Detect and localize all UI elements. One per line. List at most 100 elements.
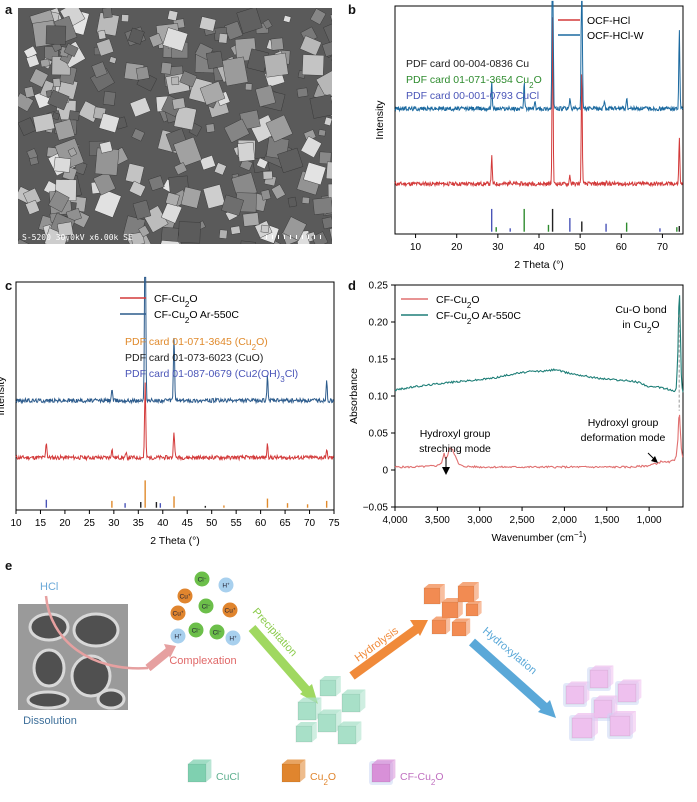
sem-crystal xyxy=(161,226,180,242)
sem-crystal xyxy=(255,84,276,108)
sem-crystal xyxy=(48,190,70,213)
sem-crystal xyxy=(148,175,165,191)
sem-crystal xyxy=(68,110,80,121)
sem-crystal xyxy=(213,162,227,176)
sem-crystal xyxy=(102,8,113,19)
cf-cu2o-cube xyxy=(569,713,598,741)
b-legend-label: OCF-HCl-W xyxy=(587,30,644,42)
sem-crystal xyxy=(40,58,51,68)
sem-crystal xyxy=(325,161,332,180)
sem-crystal xyxy=(180,186,202,209)
foam-pore xyxy=(28,612,70,642)
sem-crystal xyxy=(205,123,216,133)
sem-crystal xyxy=(129,97,151,118)
sem-crystal xyxy=(131,128,146,142)
d-xtick-label: 1,000 xyxy=(637,515,662,526)
cu2o-cube xyxy=(423,584,445,605)
sem-crystal xyxy=(309,94,332,119)
sem-crystal xyxy=(303,161,327,186)
hcl-label: HCl xyxy=(40,581,58,593)
b-frame xyxy=(394,5,684,235)
sem-crystal xyxy=(315,69,332,99)
cu2o-cube xyxy=(441,598,463,619)
dissolution-label: Dissolution xyxy=(23,715,77,727)
d-ylabel: Absorbance xyxy=(348,368,360,424)
c-xtick-label: 70 xyxy=(304,518,316,529)
ion-label: H+ xyxy=(174,632,182,641)
d-legend-label: CF-Cu2O xyxy=(436,294,480,310)
sem-crystal xyxy=(52,78,61,88)
c-xtick-label: 20 xyxy=(59,518,71,529)
sem-crystal xyxy=(323,116,332,127)
sem-scale-bar xyxy=(266,235,326,239)
c-xtick-label: 60 xyxy=(255,518,267,529)
ion-label: Cl− xyxy=(198,575,207,584)
cf-cu2o-cube xyxy=(563,681,590,707)
sem-crystal xyxy=(262,19,273,30)
c-series-line xyxy=(15,382,335,462)
legend-label-0: CuCl xyxy=(216,771,239,783)
sem-crystal xyxy=(309,8,327,26)
c-xtick-label: 40 xyxy=(157,518,169,529)
hydrolysis-arrowhead xyxy=(410,620,428,636)
ion-h xyxy=(169,627,187,645)
sem-crystal xyxy=(171,97,186,110)
b-xtick-label: 60 xyxy=(616,242,628,253)
sem-crystal xyxy=(53,118,76,141)
sem-crystal xyxy=(221,194,244,216)
ion-label: Cu+ xyxy=(225,606,236,615)
foam-pore xyxy=(26,690,70,710)
c-pdf-card-label: PDF card 01-071-3645 (Cu2O) xyxy=(125,336,268,352)
sem-crystal xyxy=(318,151,332,165)
sem-caption: S-5200 30.0kV x6.00k SE xyxy=(22,233,133,242)
d-ytick-label: 0 xyxy=(382,466,388,477)
d-legend-label: CF-Cu2O Ar-550C xyxy=(436,310,521,326)
sem-crystal xyxy=(162,27,189,52)
sem-crystal xyxy=(26,54,40,68)
sem-image: S-5200 30.0kV x6.00k SE xyxy=(18,8,332,244)
sem-crystal xyxy=(296,87,309,98)
cu2o-cube xyxy=(457,582,479,603)
d-ytick-label: −0.05 xyxy=(363,503,389,514)
sem-crystal xyxy=(132,199,152,220)
d-xtick-label: 4,000 xyxy=(382,515,407,526)
complexation-arrow xyxy=(145,646,173,672)
sem-crystal xyxy=(29,156,39,166)
d-arrow-deform xyxy=(647,452,656,461)
complexation-arrowhead xyxy=(164,644,176,658)
precipitation-label: Precipitation xyxy=(250,606,299,659)
sem-crystal xyxy=(260,189,272,201)
sem-crystal xyxy=(25,199,40,215)
sem-crystal xyxy=(299,35,322,56)
sem-crystal xyxy=(93,171,116,196)
c-xtick-label: 45 xyxy=(182,518,194,529)
sem-texture xyxy=(18,8,332,244)
sem-crystal xyxy=(199,155,216,171)
b-xtick-label: 10 xyxy=(410,242,422,253)
c-xtick-label: 25 xyxy=(84,518,96,529)
hydrolysis-arrow xyxy=(349,624,421,680)
sem-crystal xyxy=(96,38,114,57)
b-xtick-label: 70 xyxy=(657,242,669,253)
sem-crystal xyxy=(242,212,260,227)
sem-crystal xyxy=(127,27,145,45)
cucl-cube xyxy=(337,721,362,745)
sem-crystal xyxy=(318,129,326,137)
foam-pore xyxy=(32,648,66,688)
cucl-cube xyxy=(295,722,317,743)
b-series-line xyxy=(394,17,684,188)
sem-crystal xyxy=(67,147,78,158)
sem-crystal xyxy=(135,66,150,81)
sem-crystal xyxy=(178,221,201,244)
sem-crystal xyxy=(171,76,180,86)
c-xtick-label: 55 xyxy=(231,518,243,529)
c-series-line xyxy=(15,276,335,405)
sem-crystal xyxy=(130,231,145,244)
sem-crystal xyxy=(223,118,250,143)
d-ytick-label: 0.15 xyxy=(369,355,389,366)
sem-crystal xyxy=(245,83,253,91)
sem-crystal xyxy=(277,147,304,174)
legend-cube-1 xyxy=(281,759,306,783)
d-frame xyxy=(394,284,684,508)
sem-crystal xyxy=(128,180,146,197)
